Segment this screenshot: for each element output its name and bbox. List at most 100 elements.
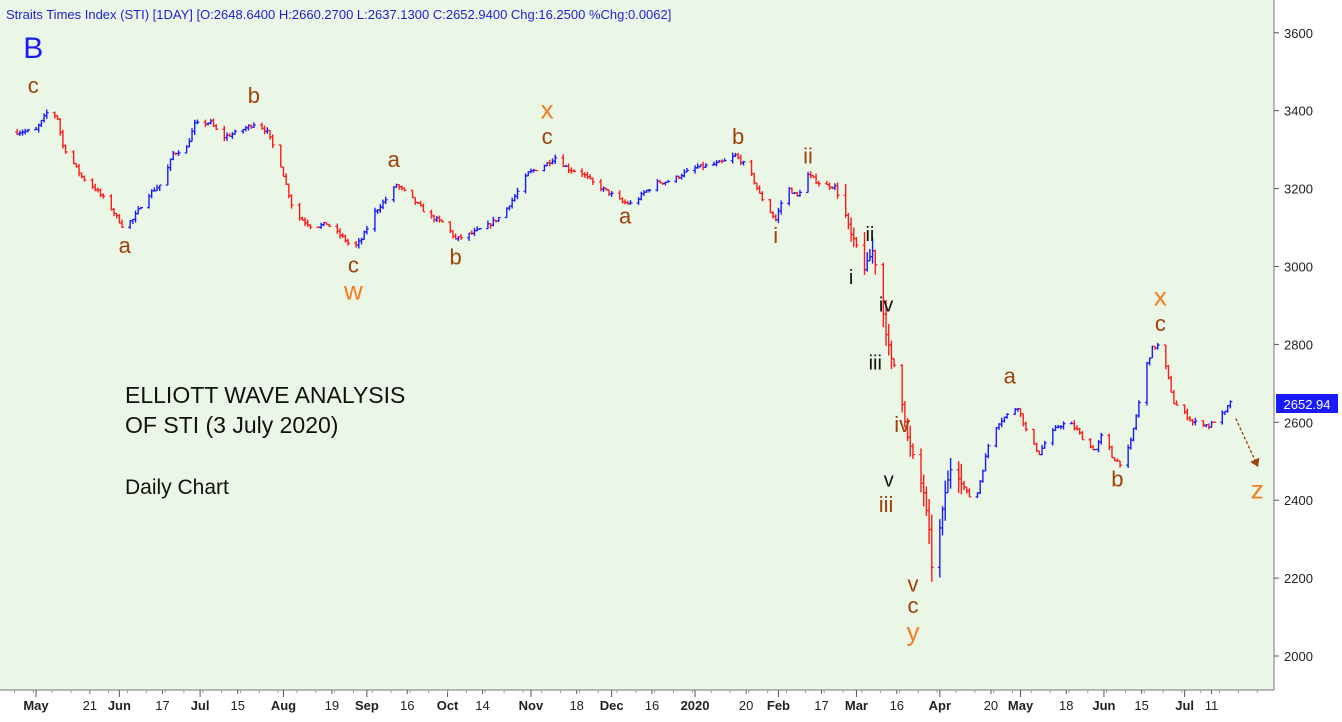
wave-label: iii <box>879 492 894 517</box>
wave-label: b <box>1111 467 1123 492</box>
x-tick-label: Oct <box>437 698 459 713</box>
price-bar <box>929 514 934 582</box>
price-bar <box>233 129 238 135</box>
x-tick-label: 16 <box>890 698 904 713</box>
price-bar <box>1193 417 1198 426</box>
x-tick-label: 18 <box>569 698 583 713</box>
x-axis-ticks: May 21 Jun 17 Jul 15 Aug 19 Sep 16 Oct 14 Nov 18 Dec 16… <box>13 690 1258 713</box>
wave-label: c <box>28 73 39 98</box>
x-tick-label: 17 <box>155 698 169 713</box>
y-tick-label: 2000 <box>1284 649 1313 664</box>
price-bar <box>440 219 445 223</box>
wave-label: c <box>907 593 918 618</box>
wave-label: c <box>1155 311 1166 336</box>
wave-label: iv <box>879 294 893 316</box>
x-tick-label: 16 <box>400 698 414 713</box>
x-tick-label: Aug <box>271 698 296 713</box>
wave-label: c <box>542 124 553 149</box>
wave-label: a <box>1004 363 1017 388</box>
xaxis-background <box>0 690 1274 722</box>
price-bar <box>496 216 501 223</box>
x-tick-label: Nov <box>519 698 544 713</box>
x-tick-label: Mar <box>845 698 868 713</box>
price-bar <box>459 233 464 240</box>
price-bar <box>986 443 991 459</box>
wave-label: i <box>849 267 853 289</box>
x-tick-label: Apr <box>929 698 951 713</box>
price-bar <box>1080 430 1085 441</box>
price-bar <box>308 224 313 230</box>
x-tick-label: 2020 <box>681 698 710 713</box>
price-bar <box>1099 432 1104 445</box>
price-bar <box>760 191 765 202</box>
price-bar <box>684 168 689 173</box>
x-tick-label: 11 <box>1205 698 1219 713</box>
y-tick-label: 3600 <box>1284 26 1313 41</box>
x-tick-label: May <box>1008 698 1034 713</box>
analysis-note: ELLIOTT WAVE ANALYSIS OF STI (3 July 202… <box>125 382 405 499</box>
x-tick-label: Dec <box>600 698 624 713</box>
x-tick-label: Jun <box>108 698 131 713</box>
projection-arrow-group <box>1235 418 1260 467</box>
price-bar <box>327 223 332 228</box>
y-tick-label: 3400 <box>1284 104 1313 119</box>
wave-label: i <box>773 223 778 248</box>
wave-label: ii <box>865 224 874 246</box>
price-bar <box>421 203 426 213</box>
price-bar <box>1042 440 1047 449</box>
price-bar <box>873 249 878 275</box>
price-bar <box>1118 460 1123 468</box>
price-bar <box>25 128 30 133</box>
x-tick-label: Jun <box>1092 698 1115 713</box>
price-bar <box>647 188 652 193</box>
price-bar <box>251 122 256 129</box>
price-bar <box>138 206 143 210</box>
wave-label: iii <box>869 353 882 375</box>
price-bar <box>910 443 915 459</box>
price-bar <box>1228 400 1233 409</box>
price-bar <box>628 200 633 205</box>
price-bar <box>1023 421 1028 432</box>
axis-background <box>1274 0 1342 722</box>
price-bar <box>892 358 897 368</box>
wave-label: z <box>1251 474 1264 504</box>
wave-label: B <box>23 32 43 65</box>
price-bar <box>289 194 294 209</box>
x-tick-label: 19 <box>325 698 339 713</box>
price-bar <box>553 154 558 164</box>
wave-label: a <box>119 233 132 258</box>
last-price-marker: 2652.94 <box>1276 394 1338 413</box>
price-bar <box>572 169 576 173</box>
wave-label: x <box>541 94 554 124</box>
wave-label: a <box>388 147 401 172</box>
price-bar <box>1174 400 1179 406</box>
price-bar <box>364 225 369 235</box>
price-bar <box>477 228 482 230</box>
note-title-line2: OF STI (3 July 2020) <box>125 412 338 438</box>
x-tick-label: 15 <box>231 698 245 713</box>
price-bar <box>270 134 275 149</box>
price-bar <box>1212 421 1217 423</box>
x-tick-label: 20 <box>984 698 998 713</box>
price-bar <box>722 158 727 162</box>
price-bar <box>1061 421 1066 430</box>
price-bar <box>967 488 972 498</box>
wave-label: y <box>906 616 919 646</box>
x-tick-label: 17 <box>814 698 828 713</box>
y-tick-label: 2800 <box>1284 337 1313 352</box>
x-tick-label: 15 <box>1134 698 1148 713</box>
price-bars <box>15 109 1233 582</box>
x-tick-label: May <box>23 698 49 713</box>
price-bar <box>854 237 859 248</box>
last-price-label: 2652.94 <box>1284 397 1331 412</box>
projection-arrow <box>1235 418 1260 467</box>
price-bar <box>609 191 614 197</box>
x-tick-label: 21 <box>83 698 97 713</box>
price-bar <box>741 160 746 166</box>
x-tick-label: Sep <box>355 698 379 713</box>
wave-label: v <box>884 470 894 492</box>
y-tick-label: 2600 <box>1284 415 1313 430</box>
wave-label: w <box>343 276 363 306</box>
wave-label: c <box>348 252 359 277</box>
